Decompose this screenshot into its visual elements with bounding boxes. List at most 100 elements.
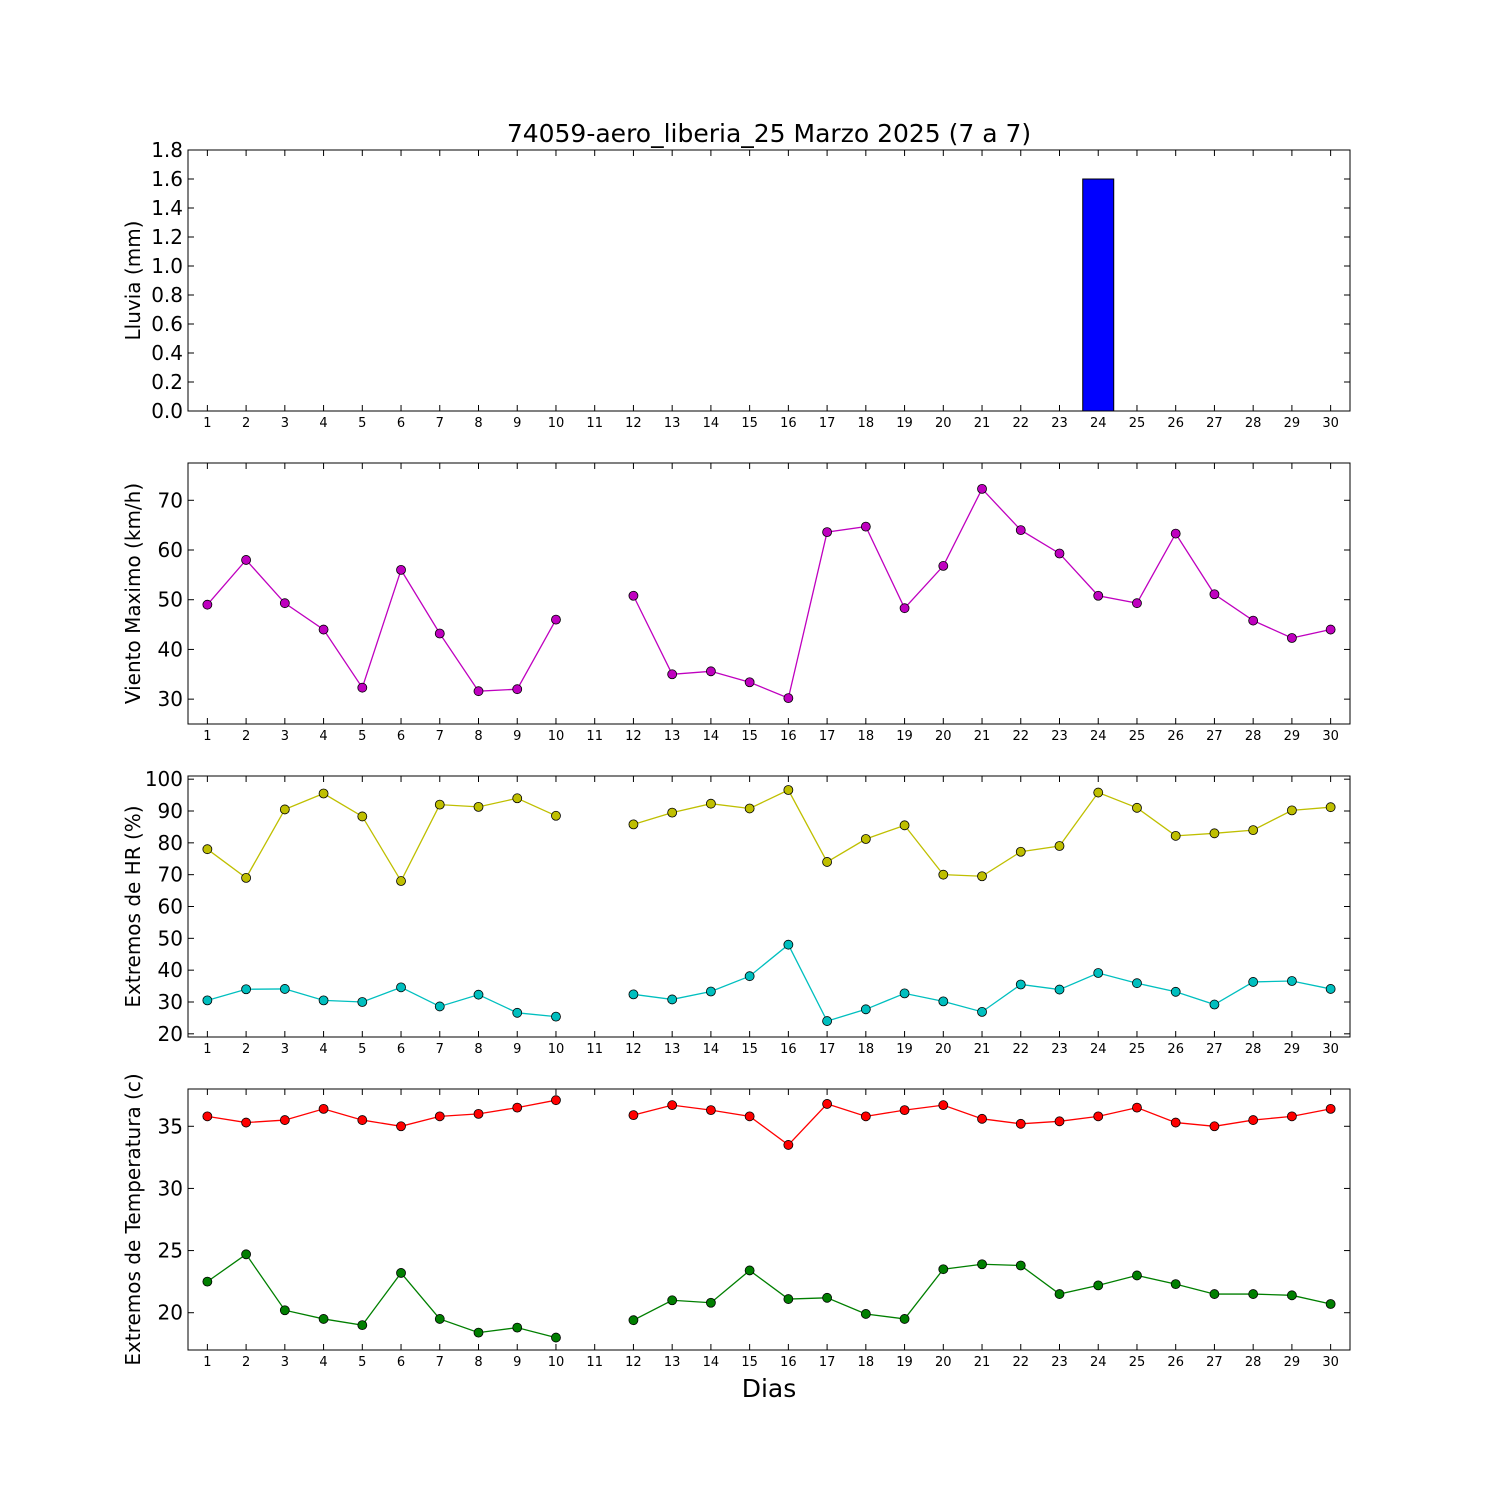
data-point xyxy=(512,1322,523,1333)
x-tick-label: 7 xyxy=(436,1355,444,1370)
data-point xyxy=(1132,802,1142,813)
x-tick-label: 30 xyxy=(1322,416,1339,431)
x-tick-label: 12 xyxy=(625,1042,642,1057)
x-tick-label: 21 xyxy=(974,729,991,744)
data-point xyxy=(938,1100,949,1111)
data-point xyxy=(551,614,561,625)
x-tick-label: 12 xyxy=(625,729,642,744)
series-line xyxy=(207,1099,557,1127)
data-point xyxy=(860,1004,871,1015)
data-point xyxy=(1015,846,1026,857)
x-tick-label: 2 xyxy=(242,1042,250,1057)
x-tick-label: 6 xyxy=(397,416,405,431)
y-tick-label: 30 xyxy=(158,990,183,1014)
y-tick-label: 50 xyxy=(158,588,183,612)
data-point xyxy=(202,599,213,610)
x-tick-label: 29 xyxy=(1284,416,1301,431)
x-tick-label: 23 xyxy=(1051,1042,1068,1057)
series-line xyxy=(207,986,557,1018)
data-point xyxy=(1248,1289,1259,1299)
x-tick-label: 20 xyxy=(935,1355,952,1370)
data-point xyxy=(822,1099,832,1109)
data-point xyxy=(357,682,368,693)
data-point xyxy=(1170,1117,1181,1128)
data-point xyxy=(667,994,678,1005)
x-tick-label: 27 xyxy=(1206,416,1223,431)
x-tick-label: 28 xyxy=(1245,1042,1262,1057)
axes-frame xyxy=(187,1088,1351,1351)
data-point xyxy=(1170,528,1181,539)
data-point xyxy=(434,1001,445,1012)
y-tick-label: 0.6 xyxy=(151,312,183,336)
data-point xyxy=(512,1007,523,1018)
y-axis-label: Extremos de Temperatura (c) xyxy=(121,1073,145,1365)
data-point xyxy=(1054,841,1065,851)
data-point xyxy=(938,996,949,1007)
x-tick-label: 9 xyxy=(513,1042,521,1057)
x-tick-label: 16 xyxy=(780,416,797,431)
data-point xyxy=(628,819,639,830)
x-tick-label: 1 xyxy=(203,729,211,744)
x-tick-label: 4 xyxy=(319,729,327,744)
x-tick-label: 19 xyxy=(896,729,913,744)
x-tick-label: 5 xyxy=(358,729,366,744)
x-tick-label: 8 xyxy=(474,1042,482,1057)
data-point xyxy=(744,1111,755,1122)
x-tick-label: 19 xyxy=(896,1355,913,1370)
data-point xyxy=(551,1095,561,1106)
bar xyxy=(1082,178,1115,412)
data-point xyxy=(1132,1270,1142,1281)
x-tick-label: 14 xyxy=(703,416,720,431)
data-point xyxy=(938,1264,949,1275)
data-point xyxy=(1015,1118,1026,1129)
data-point xyxy=(1248,1115,1259,1125)
data-point xyxy=(899,988,910,999)
series-1 xyxy=(202,785,1336,886)
data-point xyxy=(822,1016,832,1026)
x-tick-label: 28 xyxy=(1245,416,1262,431)
x-tick-label: 22 xyxy=(1012,729,1029,744)
data-point xyxy=(822,527,832,538)
x-tick-label: 20 xyxy=(935,729,952,744)
y-tick-label: 0.8 xyxy=(151,283,183,307)
data-point xyxy=(1209,999,1220,1010)
axes-frame xyxy=(187,149,1351,412)
data-point xyxy=(628,1315,639,1326)
data-point xyxy=(551,1011,561,1022)
x-tick-label: 12 xyxy=(625,416,642,431)
data-point xyxy=(977,871,987,882)
data-point xyxy=(279,598,290,609)
x-tick-label: 8 xyxy=(474,729,482,744)
x-tick-label: 13 xyxy=(664,729,681,744)
data-point xyxy=(396,1121,406,1132)
data-point xyxy=(899,1105,910,1116)
data-point xyxy=(551,1332,561,1343)
panels: Lluvia (mm) 0.0 0.2 0.4 0.6 0.8 1.0 1.2 1.4 1.6 1.… xyxy=(121,138,1351,1370)
data-point xyxy=(1093,968,1104,978)
data-point xyxy=(357,997,368,1007)
y-tick-label: 1.6 xyxy=(151,167,183,191)
data-point xyxy=(899,820,910,831)
x-tick-label: 7 xyxy=(436,416,444,431)
series-1 xyxy=(1082,178,1115,412)
x-tick-label: 1 xyxy=(203,1042,211,1057)
data-point xyxy=(241,1117,252,1128)
data-point xyxy=(318,995,329,1006)
y-axis-label: Extremos de HR (%) xyxy=(121,805,145,1007)
data-point xyxy=(706,666,716,677)
data-point xyxy=(667,807,678,818)
x-tick-label: 30 xyxy=(1322,1042,1339,1057)
x-tick-label: 18 xyxy=(858,1042,875,1057)
data-point xyxy=(473,1108,484,1119)
data-point xyxy=(977,1113,987,1124)
x-tick-label: 29 xyxy=(1284,1355,1301,1370)
data-point xyxy=(1015,979,1026,990)
data-point xyxy=(241,1249,252,1260)
x-tick-label: 7 xyxy=(436,729,444,744)
y-tick-label: 35 xyxy=(158,1114,183,1138)
x-tick-label: 29 xyxy=(1284,1042,1301,1057)
x-tick-label: 18 xyxy=(858,416,875,431)
x-tick-label: 25 xyxy=(1129,1355,1146,1370)
